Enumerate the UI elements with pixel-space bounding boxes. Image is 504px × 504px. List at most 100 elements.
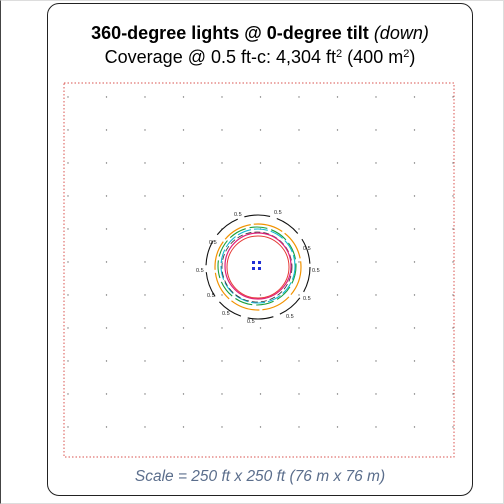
grid-dot bbox=[452, 327, 454, 329]
grid-dot bbox=[336, 294, 339, 296]
grid-dot bbox=[221, 393, 223, 395]
light-marker bbox=[252, 261, 255, 264]
grid-dot bbox=[336, 228, 339, 230]
grid-dot bbox=[336, 327, 339, 329]
grid-dot bbox=[375, 426, 377, 428]
light-markers bbox=[252, 261, 261, 270]
grid-dot bbox=[144, 393, 146, 395]
grid-dot bbox=[105, 195, 108, 197]
grid-dot bbox=[105, 228, 108, 230]
grid-dot bbox=[259, 294, 262, 296]
grid-dot bbox=[105, 426, 108, 428]
grid-dot bbox=[336, 96, 339, 98]
grid-dot bbox=[452, 294, 454, 296]
grid-dot bbox=[144, 195, 146, 197]
grid-dot bbox=[67, 426, 69, 428]
grid-dot bbox=[67, 129, 69, 131]
grid-dot bbox=[182, 129, 185, 131]
contour-label: 0.5 bbox=[207, 293, 215, 299]
title-italic: (down) bbox=[373, 23, 429, 43]
contour-labels: 0.5 0.5 0.5 0.5 0.5 0.5 0.5 0.5 0.5 0.5 … bbox=[196, 210, 320, 325]
grid-dot bbox=[105, 261, 108, 263]
grid-dot bbox=[144, 162, 146, 164]
coverage-suffix: ) bbox=[409, 47, 416, 67]
grid-dot bbox=[452, 162, 454, 164]
grid-dot bbox=[182, 393, 185, 395]
grid-dot bbox=[105, 360, 108, 362]
grid-dot bbox=[336, 162, 339, 164]
grid-dot bbox=[336, 129, 339, 131]
grid-dot bbox=[221, 195, 223, 197]
grid-dot bbox=[67, 294, 69, 296]
grid-dot bbox=[452, 96, 454, 98]
coverage-sup-1: 2 bbox=[336, 48, 343, 60]
grid-dot bbox=[221, 360, 223, 362]
plot-boundary bbox=[63, 82, 455, 458]
contour-label: 0.5 bbox=[247, 319, 255, 325]
grid-dot bbox=[105, 327, 108, 329]
coverage-card: 360-degree lights @ 0-degree tilt (down)… bbox=[47, 3, 473, 496]
grid-dot bbox=[259, 195, 262, 197]
grid-dot bbox=[336, 426, 339, 428]
grid-dot bbox=[452, 393, 454, 395]
grid-dot bbox=[336, 360, 339, 362]
grid-dot bbox=[67, 393, 69, 395]
grid-dot bbox=[298, 426, 300, 428]
grid-dot bbox=[105, 294, 108, 296]
grid-dot bbox=[452, 261, 454, 263]
grid-dot bbox=[67, 195, 69, 197]
grid-dot bbox=[375, 228, 377, 230]
contour-outer bbox=[205, 214, 311, 320]
grid-dot bbox=[105, 393, 108, 395]
grid-dot bbox=[182, 261, 185, 263]
grid-dot bbox=[259, 327, 262, 329]
contour-label: 0.5 bbox=[312, 268, 320, 274]
grid-dot bbox=[259, 393, 262, 395]
grid-dot bbox=[259, 162, 262, 164]
contour-black-inner bbox=[221, 231, 293, 303]
grid-dot bbox=[144, 129, 146, 131]
grid-dot bbox=[375, 195, 377, 197]
grid-dot bbox=[105, 162, 108, 164]
grid-dot bbox=[144, 360, 146, 362]
grid-dot bbox=[105, 96, 108, 98]
contour-label: 0.5 bbox=[286, 314, 294, 320]
light-marker bbox=[258, 267, 261, 270]
grid-dot bbox=[259, 96, 262, 98]
grid-dot bbox=[182, 195, 185, 197]
grid-dot bbox=[221, 294, 223, 296]
grid-dot bbox=[413, 129, 416, 131]
contour-label: 0.5 bbox=[303, 246, 311, 252]
grid-dot bbox=[144, 327, 146, 329]
grid-dot bbox=[67, 228, 69, 230]
grid-dot bbox=[413, 327, 416, 329]
coverage-line: Coverage @ 0.5 ft-c: 4,304 ft2 (400 m2) bbox=[48, 46, 472, 68]
grid-dot bbox=[182, 426, 185, 428]
coverage-prefix: Coverage @ 0.5 ft-c: 4,304 ft bbox=[104, 47, 337, 67]
grid-dot bbox=[298, 327, 300, 329]
grid-dot bbox=[413, 393, 416, 395]
grid-dot bbox=[67, 261, 69, 263]
grid-dot bbox=[452, 195, 454, 197]
grid-dot bbox=[452, 360, 454, 362]
grid-dot bbox=[413, 426, 416, 428]
grid-dot bbox=[67, 360, 69, 362]
grid-dot bbox=[144, 96, 146, 98]
grid-dot bbox=[259, 129, 262, 131]
grid-dot bbox=[298, 129, 300, 131]
grid-dot bbox=[413, 228, 416, 230]
contour-label: 0.5 bbox=[222, 311, 230, 317]
grid-dot bbox=[375, 360, 377, 362]
grid-dot bbox=[375, 393, 377, 395]
grid-dot bbox=[298, 96, 300, 98]
grid-dot bbox=[144, 294, 146, 296]
grid-dot bbox=[413, 162, 416, 164]
grid-dot bbox=[298, 162, 300, 164]
grid-dot bbox=[144, 261, 146, 263]
grid-dot bbox=[375, 162, 377, 164]
light-marker bbox=[252, 267, 255, 270]
grid-dot bbox=[144, 228, 146, 230]
coverage-middle: (400 m bbox=[342, 47, 404, 67]
grid-dot bbox=[375, 327, 377, 329]
grid-dot bbox=[67, 96, 69, 98]
